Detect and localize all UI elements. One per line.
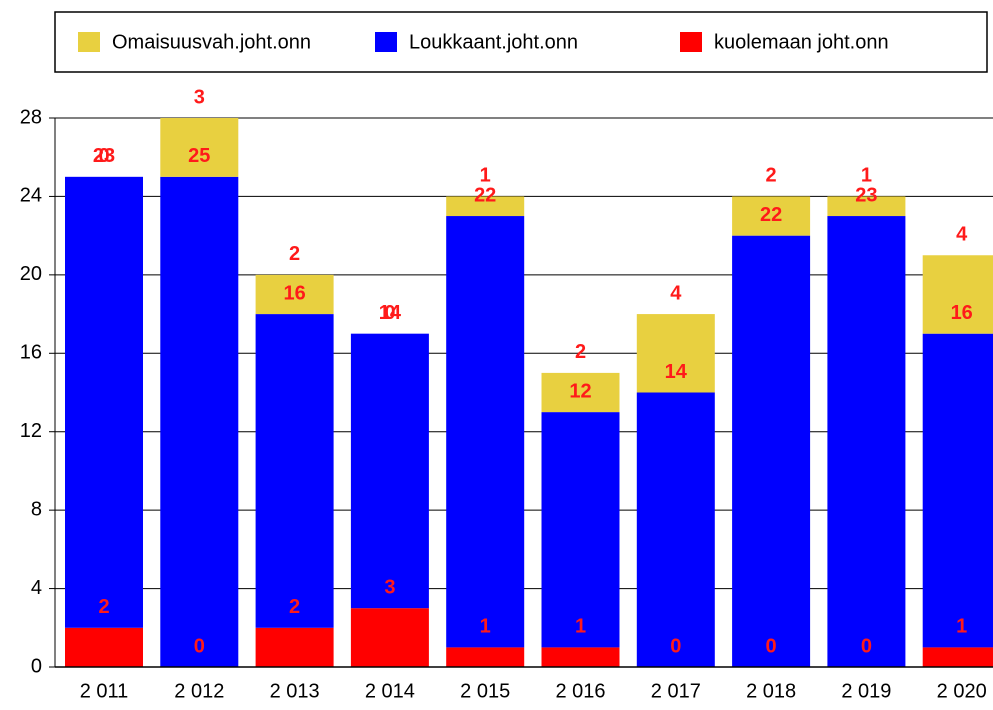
bar-segment [541, 412, 620, 648]
bar-segment [636, 314, 715, 393]
data-label: 0 [194, 635, 205, 657]
legend: Omaisuusvah.joht.onn Loukkaant.joht.onn ku… [78, 31, 889, 53]
y-tick-label: 28 [20, 106, 42, 128]
bar-segment [541, 372, 620, 413]
y-tick-label: 16 [20, 342, 42, 364]
x-tick-label: 2 014 [365, 680, 415, 702]
bar-segment [255, 627, 334, 667]
x-tick-label: 2 015 [460, 680, 510, 702]
data-label: 1 [861, 165, 872, 187]
y-tick-label: 8 [31, 498, 42, 520]
bar-segment [922, 647, 993, 667]
data-label: 2 [766, 165, 777, 187]
data-label: 22 [474, 184, 496, 206]
bar-segment [732, 196, 811, 236]
legend-box [54, 11, 988, 73]
data-label: 1 [480, 616, 491, 638]
legend-swatch [78, 32, 100, 52]
bar-segment [65, 176, 143, 628]
data-label: 22 [760, 204, 782, 226]
bar-segment [255, 274, 334, 315]
data-label: 2 [98, 596, 109, 618]
data-label: 2 [289, 243, 300, 265]
bar-segment [446, 647, 525, 667]
data-label: 16 [283, 282, 305, 304]
bar-segment [446, 216, 525, 648]
data-label: 14 [379, 302, 402, 324]
y-tick-label: 4 [31, 577, 42, 599]
data-label: 0 [98, 145, 109, 167]
x-tick-label: 2 016 [555, 680, 605, 702]
x-tick-label: 2 019 [841, 680, 891, 702]
legend-swatch [680, 32, 702, 52]
data-label: 1 [956, 616, 967, 638]
data-label: 0 [670, 635, 681, 657]
data-label: 2 [575, 341, 586, 363]
data-label: 14 [665, 361, 688, 383]
data-label: 3 [384, 576, 395, 598]
data-label: 23 [93, 145, 115, 167]
bar-segment [922, 333, 993, 648]
bar-segment [827, 216, 906, 668]
data-label: 0 [861, 635, 872, 657]
data-label: 4 [670, 282, 682, 304]
data-label: 4 [956, 224, 968, 246]
legend-swatch [375, 32, 397, 52]
x-tick-label: 2 020 [937, 680, 987, 702]
bar-segment [255, 314, 334, 628]
legend-label: Loukkaant.joht.onn [409, 31, 578, 53]
data-label: 1 [575, 616, 586, 638]
bar-segment [350, 608, 429, 667]
data-label: 12 [569, 380, 591, 402]
legend-label: kuolemaan joht.onn [714, 31, 889, 53]
data-label: 16 [951, 302, 973, 324]
data-label: 1 [480, 165, 491, 187]
x-tick-label: 2 012 [174, 680, 224, 702]
data-label: 2 [289, 596, 300, 618]
data-label: 3 [194, 86, 205, 108]
bar-segment [732, 235, 811, 667]
data-label: 0 [384, 302, 395, 324]
data-label: 25 [188, 145, 210, 167]
y-tick-label: 12 [20, 420, 42, 442]
bar-segment [65, 627, 143, 667]
x-tick-label: 2 018 [746, 680, 796, 702]
bar-segment [350, 333, 429, 609]
bar-segment [541, 647, 620, 667]
legend-label: Omaisuusvah.joht.onn [112, 31, 311, 53]
y-tick-label: 24 [20, 185, 42, 207]
y-tick-label: 0 [31, 655, 42, 677]
bar-segment [160, 176, 239, 668]
bar-segment [922, 255, 993, 334]
bar-segment [827, 196, 906, 217]
y-tick-label: 20 [20, 263, 42, 285]
bar-segment [160, 118, 239, 177]
bar-segment [636, 392, 715, 667]
data-label: 23 [855, 184, 877, 206]
x-tick-label: 2 013 [270, 680, 320, 702]
data-label: 0 [766, 635, 777, 657]
x-tick-label: 2 017 [651, 680, 701, 702]
bar-segment [446, 196, 525, 217]
x-tick-label: 2 011 [80, 680, 129, 702]
